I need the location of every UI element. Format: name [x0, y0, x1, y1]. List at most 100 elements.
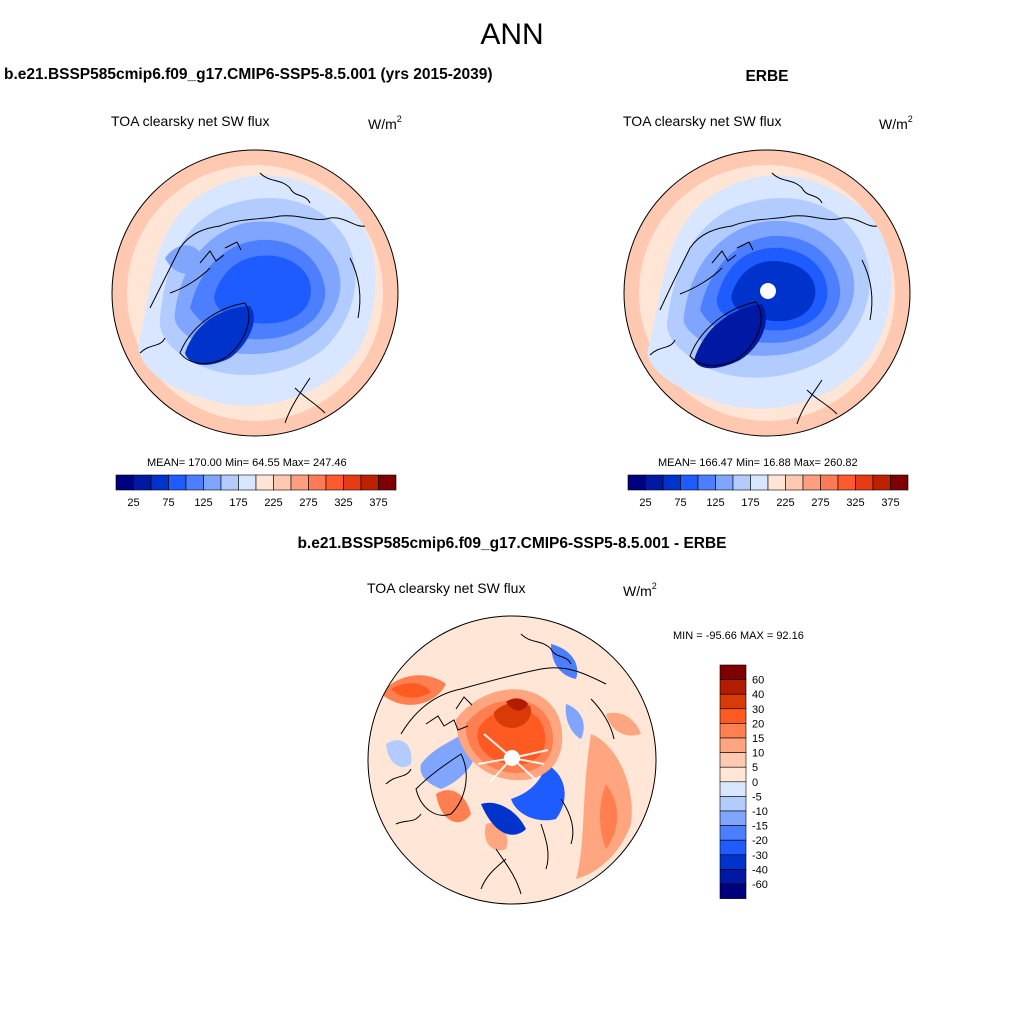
reference-units-exponent: 2	[907, 114, 913, 124]
reference-colorbar-swatch	[890, 474, 909, 491]
reference-units: W/m2	[879, 114, 913, 132]
reference-colorbar-swatch	[837, 474, 856, 491]
difference-stats: MIN = -95.66 MAX = 92.16	[673, 630, 804, 642]
difference-colorbar-swatch	[719, 664, 747, 680]
case-colorbar-swatch	[203, 474, 222, 491]
reference-variable-label: TOA clearsky net SW flux	[623, 113, 782, 129]
case-colorbar-tick-label: 75	[162, 497, 174, 509]
reference-colorbar-tick-label: 75	[674, 497, 686, 509]
case-colorbar-swatch	[255, 474, 274, 491]
reference-colorbar-swatch	[855, 474, 874, 491]
case-colorbar-swatch	[185, 474, 204, 491]
reference-colorbar-tick-label: 325	[846, 497, 864, 509]
difference-colorbar-tick-label: -20	[752, 835, 768, 847]
case-stats: MEAN= 170.00 Min= 64.55 Max= 247.46	[147, 457, 347, 469]
case-colorbar-swatch	[238, 474, 257, 491]
difference-colorbar-swatch	[719, 737, 747, 753]
difference-colorbar-tick-label: 20	[752, 718, 764, 730]
reference-colorbar-swatch	[680, 474, 699, 491]
reference-colorbar-tick-label: 175	[741, 497, 759, 509]
case-variable-label: TOA clearsky net SW flux	[111, 113, 270, 129]
difference-colorbar-labels: 60 40 30 20 15 10 5 0 -5 -10 -15 -20 -30 -40 -60	[752, 675, 768, 891]
case-colorbar-swatches	[115, 474, 397, 491]
reference-colorbar-swatch	[697, 474, 716, 491]
case-colorbar-swatch	[343, 474, 362, 491]
reference-colorbar-swatch	[802, 474, 821, 491]
case-colorbar-tick-label: 325	[334, 497, 352, 509]
case-colorbar-labels: 25 75 125 175 225 275 325 375	[127, 497, 387, 509]
difference-colorbar-tick-label: -60	[752, 879, 768, 891]
case-colorbar-swatch	[360, 474, 379, 491]
difference-colorbar-tick-label: 15	[752, 733, 764, 745]
difference-colorbar-tick-label: -15	[752, 821, 768, 833]
reference-colorbar-swatch	[820, 474, 839, 491]
difference-colorbar-swatch	[719, 766, 747, 783]
difference-colorbar-tick-label: -5	[752, 791, 762, 803]
case-panel-title: b.e21.BSSP585cmip6.f09_g17.CMIP6-SSP5-8.…	[4, 66, 493, 83]
reference-colorbar-swatches	[627, 474, 909, 491]
difference-colorbar-swatch	[719, 708, 747, 724]
case-colorbar-swatch	[290, 474, 309, 491]
difference-colorbar-swatch	[719, 752, 747, 768]
difference-colorbar-tick-label: 10	[752, 748, 764, 760]
difference-colorbar-tick-label: 0	[752, 777, 758, 789]
page-title: ANN	[480, 18, 544, 51]
reference-polar-map	[623, 149, 911, 437]
difference-units-exponent: 2	[651, 581, 657, 591]
difference-variable-label: TOA clearsky net SW flux	[367, 580, 526, 596]
reference-colorbar-swatch	[662, 474, 681, 491]
reference-colorbar-swatch	[872, 474, 891, 491]
case-colorbar-swatch	[273, 474, 292, 491]
difference-colorbar-tick-label: 5	[752, 762, 758, 774]
reference-colorbar-tick-label: 225	[776, 497, 794, 509]
reference-colorbar-swatch	[750, 474, 769, 491]
case-colorbar-swatch	[150, 474, 169, 491]
case-units-base: W/m	[368, 116, 397, 132]
difference-panel-title: b.e21.BSSP585cmip6.f09_g17.CMIP6-SSP5-8.…	[297, 535, 727, 552]
reference-colorbar-tick-label: 25	[639, 497, 651, 509]
difference-units: W/m2	[623, 581, 657, 599]
reference-colorbar-swatch	[767, 474, 786, 491]
case-colorbar-tick-label: 225	[264, 497, 282, 509]
difference-units-base: W/m	[623, 583, 652, 599]
difference-colorbar-swatch	[719, 679, 747, 695]
case-colorbar-swatch	[308, 474, 327, 491]
difference-colorbar-swatch	[719, 723, 747, 739]
reference-colorbar-tick-label: 125	[706, 497, 724, 509]
case-polar-map	[111, 149, 399, 437]
case-units: W/m2	[368, 114, 402, 132]
difference-colorbar-swatch	[719, 796, 747, 812]
reference-colorbar-tick-label: 375	[881, 497, 899, 509]
case-colorbar: 25 75 125 175 225 275 325 375	[115, 474, 397, 509]
difference-colorbar: 60 40 30 20 15 10 5 0 -5 -10 -15 -20 -30 -40 -60	[719, 664, 768, 899]
case-colorbar-swatch	[115, 474, 134, 491]
difference-colorbar-swatch	[719, 839, 747, 856]
case-colorbar-tick-label: 275	[299, 497, 317, 509]
reference-stats: MEAN= 166.47 Min= 16.88 Max= 260.82	[658, 457, 858, 469]
difference-polar-map	[367, 615, 657, 905]
difference-colorbar-swatch	[719, 810, 747, 826]
case-units-exponent: 2	[396, 114, 402, 124]
reference-colorbar: 25 75 125 175 225 275 325 375	[627, 474, 909, 509]
reference-colorbar-swatch	[785, 474, 804, 491]
case-colorbar-swatch	[168, 474, 187, 491]
reference-colorbar-swatch	[645, 474, 664, 491]
reference-colorbar-swatch	[732, 474, 751, 491]
difference-colorbar-swatch	[719, 869, 747, 885]
case-colorbar-tick-label: 125	[194, 497, 212, 509]
case-colorbar-tick-label: 25	[127, 497, 139, 509]
case-colorbar-swatch	[325, 474, 344, 491]
reference-colorbar-swatch	[715, 474, 734, 491]
difference-colorbar-tick-label: -40	[752, 864, 768, 876]
case-colorbar-tick-label: 175	[229, 497, 247, 509]
difference-colorbar-swatch	[719, 854, 747, 870]
difference-colorbar-swatch	[719, 883, 747, 899]
difference-colorbar-swatch	[719, 825, 747, 841]
difference-colorbar-tick-label: 60	[752, 675, 764, 687]
case-colorbar-tick-label: 375	[369, 497, 387, 509]
difference-colorbar-swatch	[719, 693, 747, 710]
difference-colorbar-tick-label: -30	[752, 850, 768, 862]
reference-colorbar-tick-label: 275	[811, 497, 829, 509]
difference-colorbar-swatch	[719, 781, 747, 797]
case-colorbar-swatch	[133, 474, 152, 491]
